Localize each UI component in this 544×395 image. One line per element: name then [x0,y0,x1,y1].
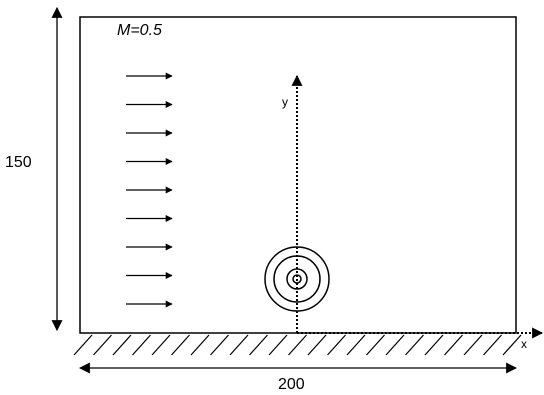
hatch-line [405,334,424,356]
width-dimension-label: 200 [278,376,305,393]
flow-arrows [126,72,173,308]
hatch-line [307,334,327,356]
hatch-line [93,334,112,356]
hatch-line [366,334,385,356]
hatch-line [346,334,366,356]
mach-number-label: M=0.5 [117,22,162,39]
hatch-line [385,334,405,356]
hatch-line [268,334,288,356]
wall-hatching [73,334,522,356]
hatch-line [229,334,249,356]
hatch-line [190,334,210,356]
hatch-line [210,334,229,356]
source-ring-middle [273,255,321,303]
hatch-line [171,334,190,356]
hatch-line [327,334,346,356]
hatch-line [151,334,171,356]
hatch-line [112,334,132,356]
height-dimension-label: 150 [5,154,32,171]
source-ring-inner [286,268,308,290]
hatch-line [463,334,483,356]
x-axis-label: x [521,337,527,351]
hatch-line [132,334,151,356]
acoustic-source [264,246,330,312]
hatch-line [444,334,463,356]
source-ring-outer [264,246,330,312]
hatch-line [249,334,268,356]
hatch-line [424,334,444,356]
hatch-line [288,334,307,356]
hatch-line [502,334,522,356]
hatch-line [73,334,93,356]
y-axis-label: y [282,95,288,109]
source-ring-center [292,274,302,284]
hatch-line [483,334,502,356]
